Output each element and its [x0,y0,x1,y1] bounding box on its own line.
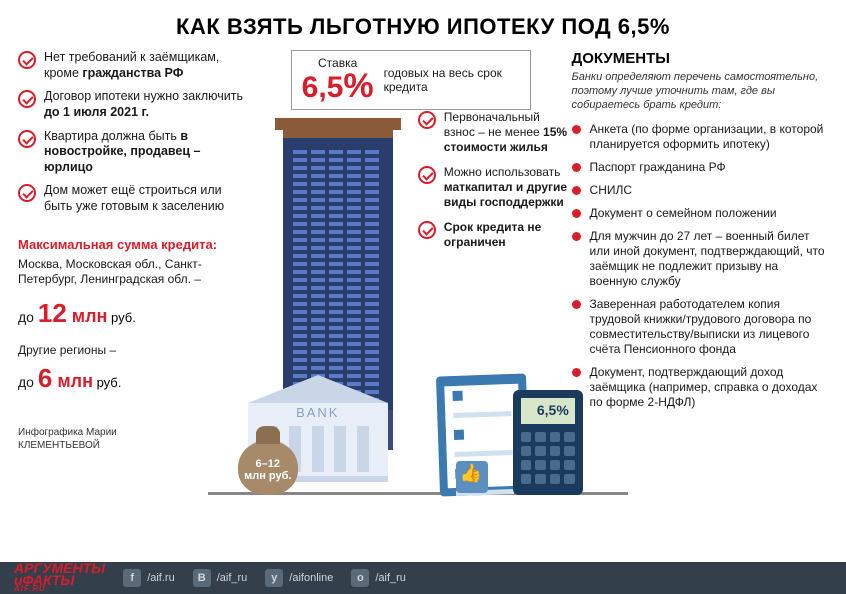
bank-sign: BANK [248,403,388,422]
rate-percent: % [343,67,373,105]
document-item: СНИЛС [572,183,828,198]
social-link[interactable]: o/aif_ru [351,569,406,587]
calculator-icon: 6,5% [513,390,583,495]
social-icon: y [265,569,283,587]
building-windows [293,150,383,410]
social-handle: /aif_ru [375,572,406,584]
rate-box: Ставка 6,5% годовых на весь срок кредита [291,50,531,110]
rate-left: Ставка 6,5% [302,57,374,103]
calculator-display: 6,5% [521,398,575,424]
social-handle: /aif.ru [147,572,175,584]
check-text: Можно использовать маткапитал и другие в… [444,165,568,210]
check-text: Квартира должна быть в новостройке, прод… [44,129,250,176]
amount1-big: 12 [38,298,67,328]
author-line1: Инфографика Марии [18,427,117,438]
check-item: Срок кредита не ограничен [418,220,568,250]
author-credit: Инфографика Марии КЛЕМЕНТЬЕВОЙ [18,426,250,452]
column-right: ДОКУМЕНТЫ Банки определяют перечень само… [572,50,828,452]
rate-value: 6,5 [302,71,344,104]
bullet-icon [572,300,581,309]
author-line2: КЛЕМЕНТЬЕВОЙ [18,440,100,451]
check-item: Дом может ещё строиться или быть уже гот… [18,183,250,214]
money-bag-icon: 6–12 млн руб. [238,440,298,495]
bullet-icon [572,232,581,241]
check-item: Квартира должна быть в новостройке, прод… [18,129,250,176]
footer: АРГУМЕНТЫ иФАКТЫ AIF.RU f/aif.ru B/aif_ru… [0,562,846,594]
documents-list: Анкета (по форме организации, в которой … [572,122,828,410]
bag-label-1: 6–12 [256,458,280,470]
check-item: Договор ипотеки нужно заключить до 1 июл… [18,89,250,120]
document-text: СНИЛС [590,183,633,198]
bullet-icon [572,368,581,377]
check-item: Первоначальный взнос – не менее 15% стои… [418,110,568,155]
documents-intro: Банки определяют перечень самостоятельно… [572,71,828,112]
bank-roof [248,375,388,403]
amount2-big: 6 [38,363,52,393]
document-item: Документ о семейном положении [572,206,828,221]
social-link[interactable]: B/aif_ru [193,569,248,587]
amount1-rub: руб. [107,310,135,325]
document-text: Анкета (по форме организации, в которой … [590,122,828,152]
other-regions-label: Другие регионы – [18,343,250,357]
bullet-icon [572,186,581,195]
illustration-scene: BANK 6–12 млн руб. [248,105,428,535]
social-link[interactable]: f/aif.ru [123,569,175,587]
conditions-list: Нет требований к заёмщикам, кроме гражда… [18,50,250,215]
page-title: КАК ВЗЯТЬ ЛЬГОТНУЮ ИПОТЕКУ ПОД 6,5% [0,0,846,50]
bag-label: 6–12 млн руб. [238,458,298,482]
max-credit-block: Максимальная сумма кредита: Москва, Моск… [18,237,250,452]
max-credit-amount-2: до 6 млн руб. [18,363,250,394]
social-icon: o [351,569,369,587]
check-icon [18,130,36,148]
social-icon: B [193,569,211,587]
amount1-mln: млн [67,306,108,326]
mid-conditions-list: Первоначальный взнос – не менее 15% стои… [418,110,568,260]
document-text: Для мужчин до 27 лет – военный билет или… [590,229,828,289]
bag-label-2: млн руб. [244,470,291,482]
amount2-mln: млн [52,371,93,391]
bullet-icon [572,125,581,134]
social-handle: /aif_ru [217,572,248,584]
calculator-buttons [513,432,583,492]
check-text: Первоначальный взнос – не менее 15% стои… [444,110,568,155]
columns: Нет требований к заёмщикам, кроме гражда… [0,50,846,452]
infographic-root: КАК ВЗЯТЬ ЛЬГОТНУЮ ИПОТЕКУ ПОД 6,5% Нет … [0,0,846,594]
document-text: Документ о семейном положении [590,206,777,221]
document-item: Документ, подтверждающий доход заёмщика … [572,365,828,410]
amount2-pre: до [18,374,38,390]
check-icon [18,90,36,108]
document-item: Для мужчин до 27 лет – военный билет или… [572,229,828,289]
check-text: Дом может ещё строиться или быть уже гот… [44,183,250,214]
check-text: Нет требований к заёмщикам, кроме гражда… [44,50,250,81]
document-item: Паспорт гражданина РФ [572,160,828,175]
max-credit-regions: Москва, Московская обл., Санкт-Петербург… [18,257,250,288]
amount1-pre: до [18,309,38,325]
thumbs-up-icon [456,461,488,493]
document-text: Заверенная работодателем копия трудовой … [590,297,828,357]
social-icon: f [123,569,141,587]
check-icon [18,184,36,202]
max-credit-amount-1: до 12 млн руб. [18,298,250,329]
check-icon [18,51,36,69]
max-credit-title: Максимальная сумма кредита: [18,237,250,253]
check-text: Договор ипотеки нужно заключить до 1 июл… [44,89,250,120]
bullet-icon [572,209,581,218]
social-handle: /aifonline [289,572,333,584]
document-item: Анкета (по форме организации, в которой … [572,122,828,152]
footer-socials: f/aif.ru B/aif_ru y/aifonline o/aif_ru [123,569,406,587]
document-text: Паспорт гражданина РФ [590,160,726,175]
aif-logo: АРГУМЕНТЫ иФАКТЫ AIF.RU [14,563,105,594]
column-left: Нет требований к заёмщикам, кроме гражда… [18,50,250,452]
check-text: Срок кредита не ограничен [444,220,568,250]
document-text: Документ, подтверждающий доход заёмщика … [590,365,828,410]
documents-title: ДОКУМЕНТЫ [572,50,828,67]
rate-description: годовых на весь срок кредита [384,66,520,95]
column-middle: Ставка 6,5% годовых на весь срок кредита… [258,50,564,452]
social-link[interactable]: y/aifonline [265,569,333,587]
check-item: Нет требований к заёмщикам, кроме гражда… [18,50,250,81]
document-item: Заверенная работодателем копия трудовой … [572,297,828,357]
amount2-rub: руб. [93,375,121,390]
check-item: Можно использовать маткапитал и другие в… [418,165,568,210]
bullet-icon [572,163,581,172]
